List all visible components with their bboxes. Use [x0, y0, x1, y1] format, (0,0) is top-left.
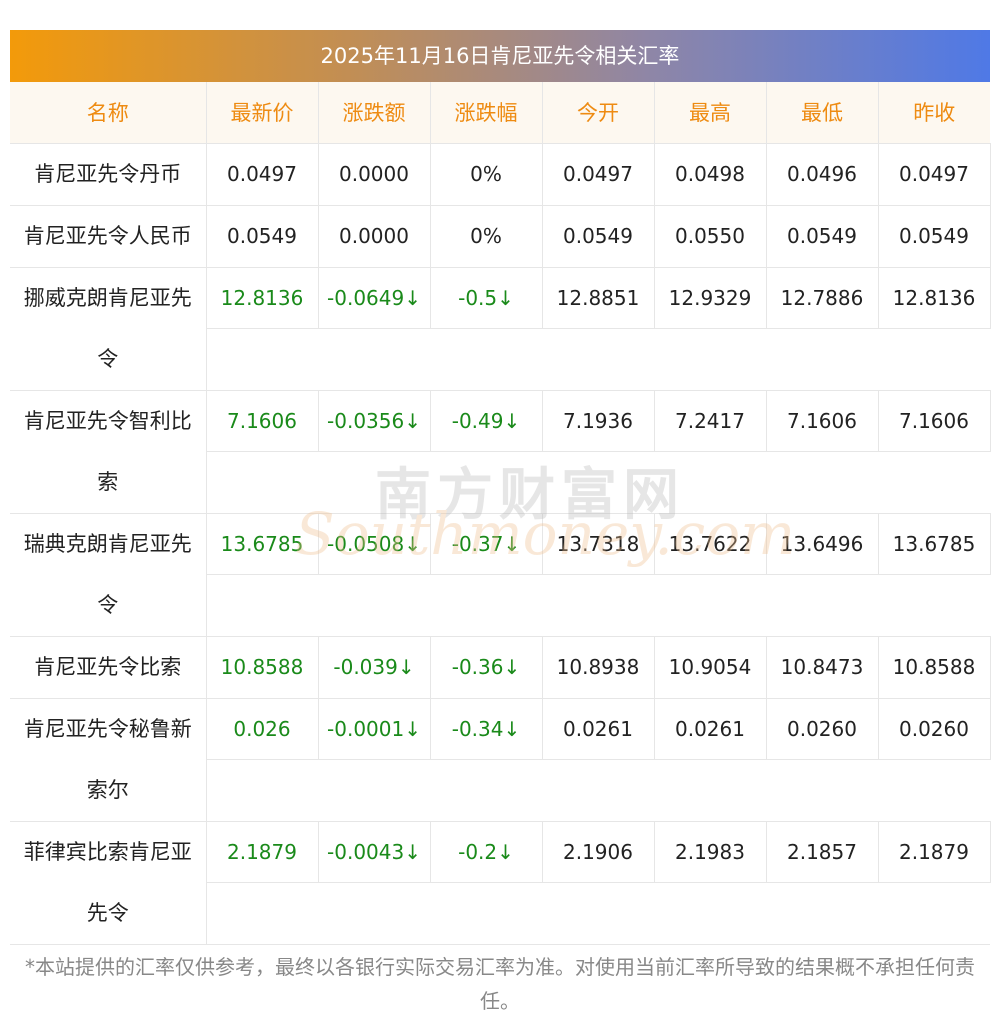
header-latest: 最新价 [206, 82, 319, 144]
low-price-cell: 0.0496 [766, 143, 879, 206]
table-row: 挪威克朗肯尼亚先令 12.8136 -0.0649↓ -0.5↓ 12.8851 12.9… [10, 267, 991, 391]
prev-close-cell: 7.1606 [878, 390, 991, 452]
change-pct-cell: -0.49↓ [430, 390, 543, 452]
high-price-cell: 12.9329 [654, 267, 767, 329]
header-name: 名称 [10, 82, 207, 144]
latest-price-cell: 13.6785 [206, 513, 319, 575]
header-low: 最低 [766, 82, 879, 144]
currency-pair-name: 瑞典克朗肯尼亚先令 [10, 513, 207, 637]
change-amount-cell: -0.0649↓ [318, 267, 431, 329]
change-amount-cell: -0.0356↓ [318, 390, 431, 452]
prev-close-cell: 2.1879 [878, 821, 991, 883]
change-pct-cell: -0.5↓ [430, 267, 543, 329]
low-price-cell: 0.0549 [766, 205, 879, 268]
currency-pair-name: 肯尼亚先令秘鲁新索尔 [10, 698, 207, 822]
high-price-cell: 0.0261 [654, 698, 767, 760]
open-price-cell: 2.1906 [542, 821, 655, 883]
high-price-cell: 7.2417 [654, 390, 767, 452]
header-prev-close: 昨收 [878, 82, 990, 144]
table-row: 菲律宾比索肯尼亚先令 2.1879 -0.0043↓ -0.2↓ 2.1906 2.198… [10, 821, 991, 945]
high-price-cell: 10.9054 [654, 636, 767, 699]
row-filler [206, 574, 990, 637]
row-filler [206, 328, 990, 391]
change-amount-cell: -0.0043↓ [318, 821, 431, 883]
change-pct-cell: -0.37↓ [430, 513, 543, 575]
latest-price-cell: 0.026 [206, 698, 319, 760]
table-row: 肯尼亚先令智利比索 7.1606 -0.0356↓ -0.49↓ 7.1936 7.241… [10, 390, 991, 514]
table-header-row: 名称 最新价 涨跌额 涨跌幅 今开 最高 最低 昨收 [10, 82, 990, 144]
change-pct-cell: -0.34↓ [430, 698, 543, 760]
row-filler [206, 759, 990, 822]
prev-close-cell: 10.8588 [878, 636, 991, 699]
change-pct-cell: -0.2↓ [430, 821, 543, 883]
latest-price-cell: 0.0549 [206, 205, 319, 268]
table-row: 肯尼亚先令丹币 0.0497 0.0000 0% 0.0497 0.0498 0.0496 0… [10, 143, 991, 206]
header-change-pct: 涨跌幅 [430, 82, 543, 144]
currency-pair-name: 肯尼亚先令比索 [10, 636, 207, 699]
currency-pair-name: 挪威克朗肯尼亚先令 [10, 267, 207, 391]
table-row: 肯尼亚先令秘鲁新索尔 0.026 -0.0001↓ -0.34↓ 0.0261 0.026… [10, 698, 991, 822]
open-price-cell: 7.1936 [542, 390, 655, 452]
table-row-continuation [10, 759, 990, 822]
open-price-cell: 0.0261 [542, 698, 655, 760]
table-row-continuation [10, 451, 990, 514]
currency-pair-name: 肯尼亚先令人民币 [10, 205, 207, 268]
latest-price-cell: 10.8588 [206, 636, 319, 699]
low-price-cell: 2.1857 [766, 821, 879, 883]
row-filler [206, 451, 990, 514]
exchange-rate-table: 名称 最新价 涨跌额 涨跌幅 今开 最高 最低 昨收 肯尼亚先令丹币 0.0497… [10, 82, 991, 945]
table-row: 瑞典克朗肯尼亚先令 13.6785 -0.0508↓ -0.37↓ 13.7318 13.… [10, 513, 991, 637]
latest-price-cell: 12.8136 [206, 267, 319, 329]
table-row-continuation [10, 574, 990, 637]
table-row: 肯尼亚先令人民币 0.0549 0.0000 0% 0.0549 0.0550 0.0549… [10, 205, 991, 268]
change-amount-cell: 0.0000 [318, 205, 431, 268]
high-price-cell: 2.1983 [654, 821, 767, 883]
table-row-continuation [10, 882, 990, 945]
header-change: 涨跌额 [318, 82, 431, 144]
prev-close-cell: 13.6785 [878, 513, 991, 575]
low-price-cell: 0.0260 [766, 698, 879, 760]
latest-price-cell: 7.1606 [206, 390, 319, 452]
row-filler [206, 882, 990, 945]
latest-price-cell: 0.0497 [206, 143, 319, 206]
high-price-cell: 0.0498 [654, 143, 767, 206]
change-amount-cell: 0.0000 [318, 143, 431, 206]
open-price-cell: 0.0549 [542, 205, 655, 268]
open-price-cell: 10.8938 [542, 636, 655, 699]
low-price-cell: 13.6496 [766, 513, 879, 575]
table-row-continuation [10, 328, 990, 391]
low-price-cell: 10.8473 [766, 636, 879, 699]
prev-close-cell: 0.0497 [878, 143, 991, 206]
open-price-cell: 13.7318 [542, 513, 655, 575]
change-amount-cell: -0.0508↓ [318, 513, 431, 575]
table-row: 肯尼亚先令比索 10.8588 -0.039↓ -0.36↓ 10.8938 10.905… [10, 636, 991, 699]
change-pct-cell: -0.36↓ [430, 636, 543, 699]
low-price-cell: 12.7886 [766, 267, 879, 329]
prev-close-cell: 0.0549 [878, 205, 991, 268]
disclaimer-note: *本站提供的汇率仅供参考，最终以各银行实际交易汇率为准。对使用当前汇率所导致的结… [25, 955, 975, 1013]
change-pct-cell: 0% [430, 143, 543, 206]
change-amount-cell: -0.0001↓ [318, 698, 431, 760]
change-pct-cell: 0% [430, 205, 543, 268]
high-price-cell: 13.7622 [654, 513, 767, 575]
prev-close-cell: 12.8136 [878, 267, 991, 329]
prev-close-cell: 0.0260 [878, 698, 991, 760]
table-title: 2025年11月16日肯尼亚先令相关汇率 [10, 30, 990, 82]
currency-pair-name: 肯尼亚先令丹币 [10, 143, 207, 206]
change-amount-cell: -0.039↓ [318, 636, 431, 699]
currency-pair-name: 菲律宾比索肯尼亚先令 [10, 821, 207, 945]
open-price-cell: 0.0497 [542, 143, 655, 206]
low-price-cell: 7.1606 [766, 390, 879, 452]
header-high: 最高 [654, 82, 767, 144]
currency-pair-name: 肯尼亚先令智利比索 [10, 390, 207, 514]
high-price-cell: 0.0550 [654, 205, 767, 268]
header-open: 今开 [542, 82, 655, 144]
latest-price-cell: 2.1879 [206, 821, 319, 883]
open-price-cell: 12.8851 [542, 267, 655, 329]
